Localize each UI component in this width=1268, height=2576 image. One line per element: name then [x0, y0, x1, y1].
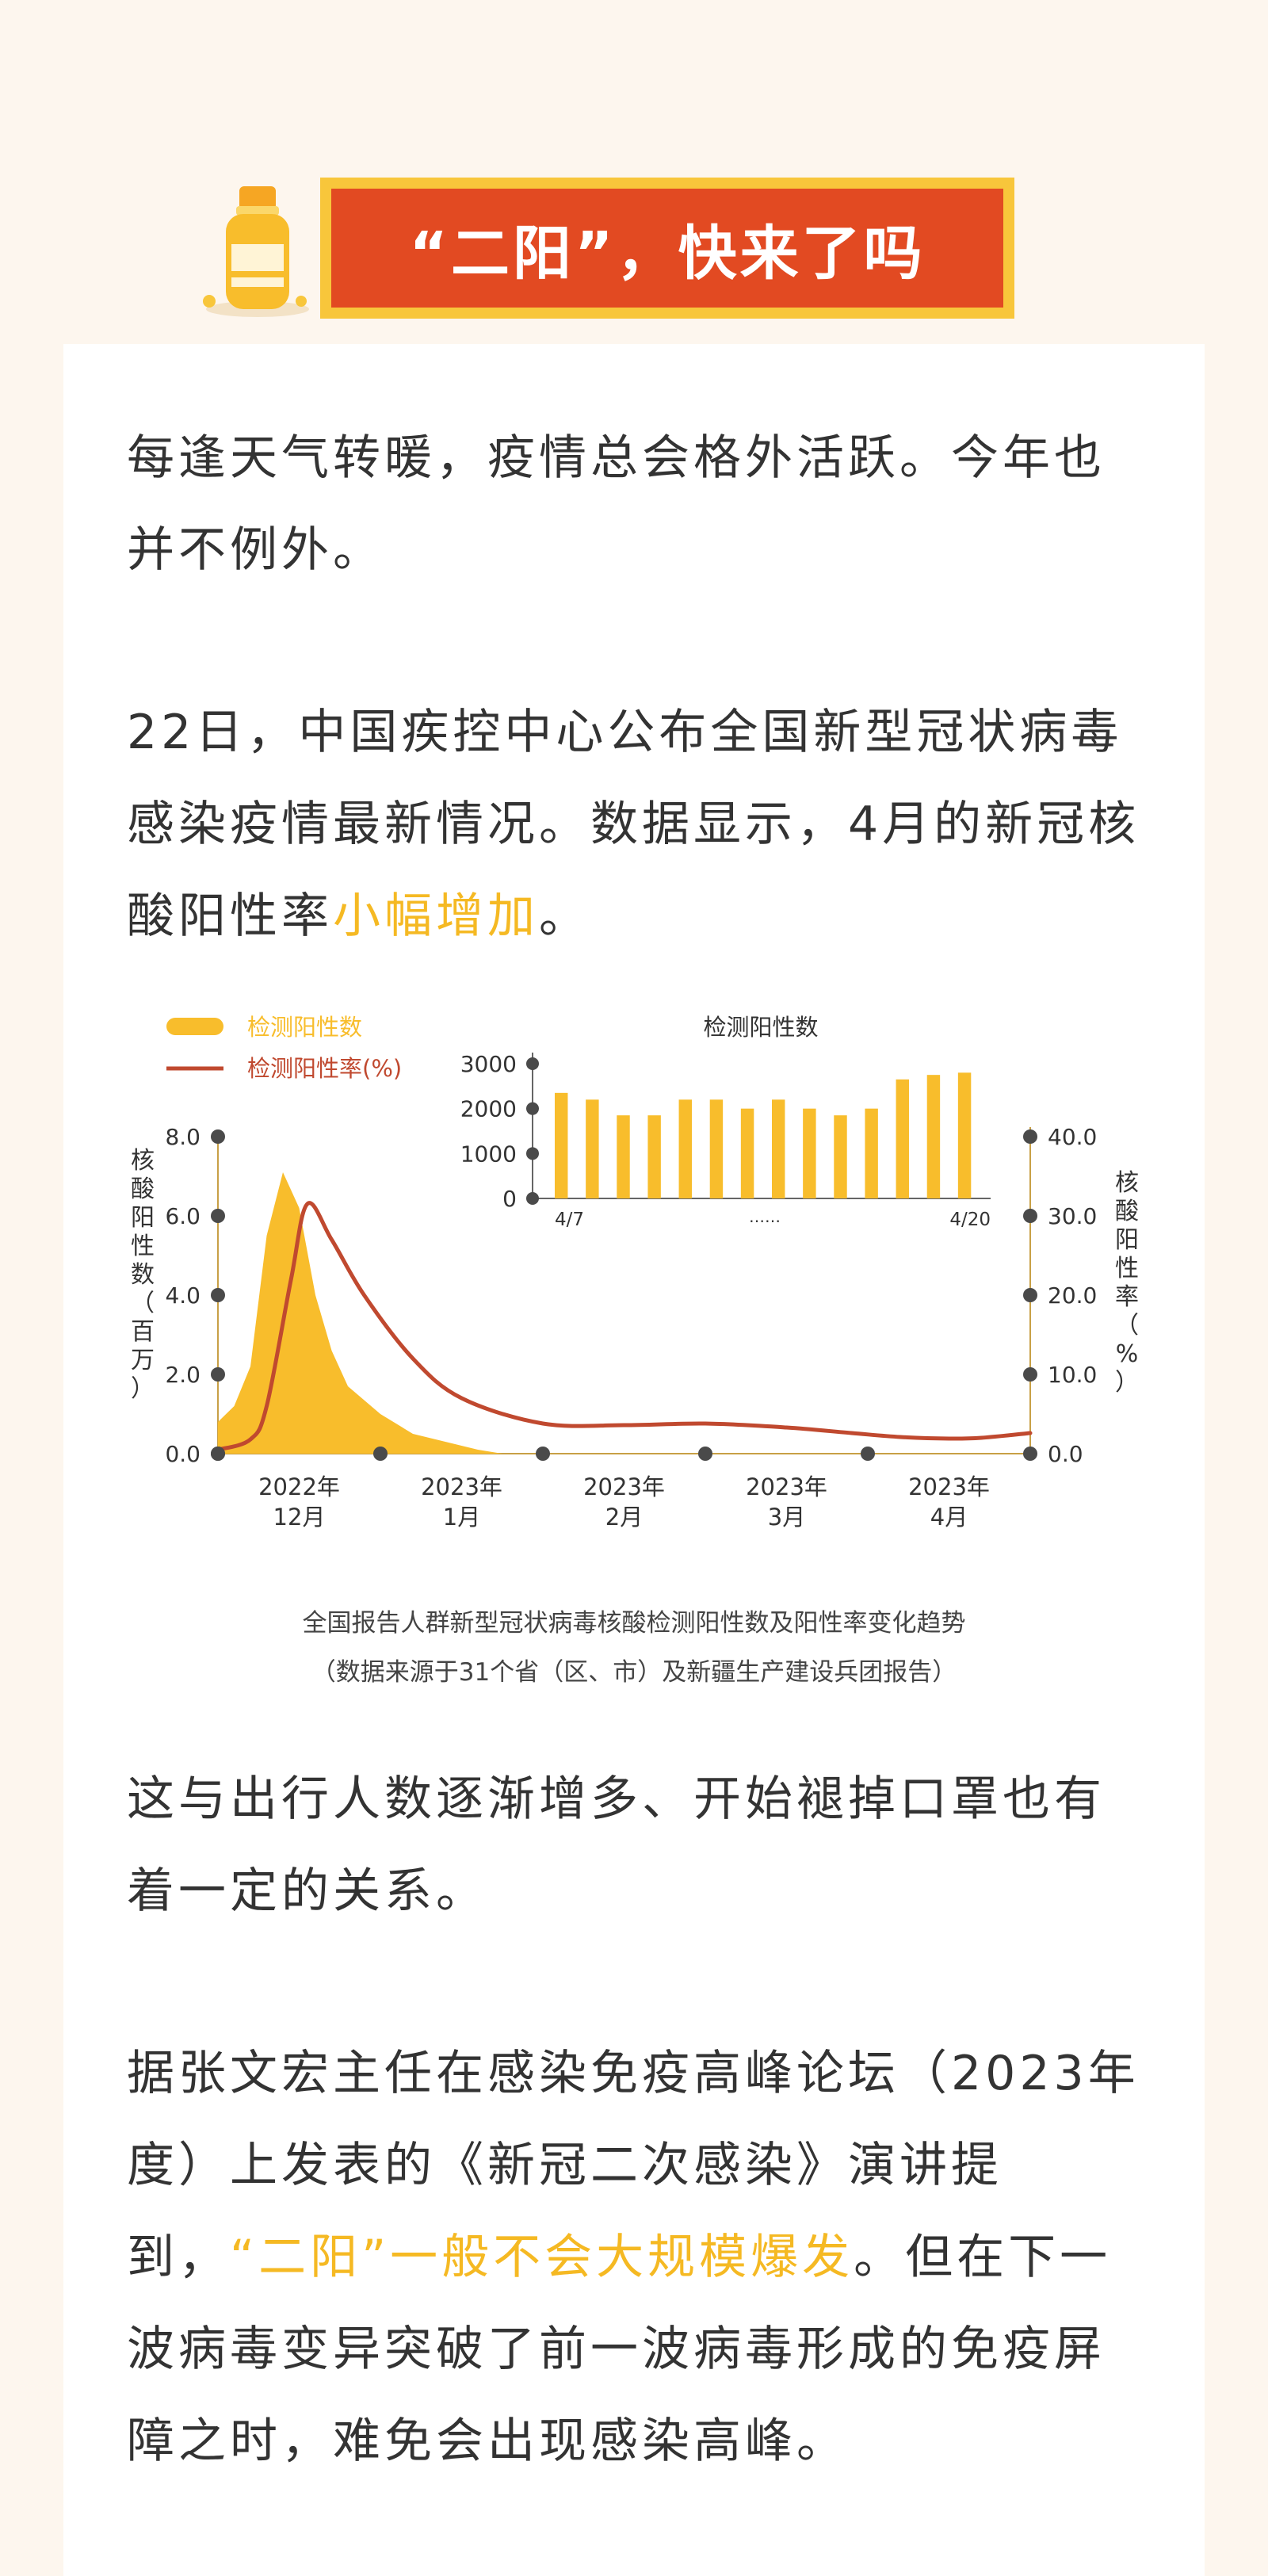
inset-bar	[647, 1115, 661, 1198]
right-tick-label: 10.0	[1048, 1362, 1097, 1388]
inset-y-tick-label: 1000	[460, 1141, 517, 1167]
inset-y-tick-dot	[526, 1057, 539, 1070]
chart-caption-source: （数据来源于31个省（区、市）及新疆生产建设兵团报告）	[311, 1658, 957, 1687]
right-tick-dot	[1023, 1209, 1037, 1223]
inset-bar	[586, 1099, 599, 1198]
left-tick-dot	[211, 1288, 225, 1302]
inset-bar	[834, 1115, 847, 1198]
x-tick-dot	[861, 1447, 875, 1461]
article-card: 每逢天气转暖，疫情总会格外活跃。今年也并不例外。 22日，中国疾控中心公布全国新…	[63, 344, 1205, 2576]
x-tick-label-month: 12月	[273, 1504, 326, 1531]
inset-bar	[926, 1075, 941, 1198]
paragraph-1: 每逢天气转暖，疫情总会格外活跃。今年也并不例外。	[127, 412, 1141, 596]
x-tick-dot	[373, 1447, 388, 1461]
paragraph-2-text: 22日，中国疾控中心公布全国新型冠状病毒感染疫情最新情况。数据显示，4月的新冠核…	[127, 705, 1140, 944]
title-banner: “二阳”，快来了吗	[320, 178, 1014, 319]
medicine-bottle-icon	[203, 186, 309, 317]
right-tick-label: 0.0	[1048, 1441, 1083, 1467]
inset-y-tick-label: 3000	[460, 1051, 517, 1077]
y-axis-left-label: 核酸阳性数（百万）	[131, 1147, 155, 1403]
inset-bar	[740, 1108, 754, 1198]
right-tick-dot	[1023, 1288, 1037, 1302]
inset-y-tick-dot	[526, 1147, 539, 1160]
inset-bar	[678, 1099, 693, 1198]
x-tick-dot	[1023, 1447, 1037, 1461]
legend-label-positive-count: 检测阳性数	[247, 1014, 362, 1041]
paragraph-2-end: 。	[539, 889, 590, 944]
paragraph-4: 据张文宏主任在感染免疫高峰论坛（2023年度）上发表的《新冠二次感染》演讲提到，…	[127, 2028, 1141, 2487]
x-tick-label-year: 2023年	[583, 1473, 665, 1500]
inset-y-tick-dot	[526, 1192, 539, 1205]
x-tick-label-month: 1月	[443, 1504, 480, 1531]
left-tick-label: 6.0	[165, 1203, 201, 1229]
right-tick-label: 40.0	[1048, 1124, 1097, 1150]
inset-x-label-end: 4/20	[949, 1210, 991, 1230]
inset-bar	[709, 1099, 724, 1198]
left-tick-label: 8.0	[165, 1124, 201, 1150]
inset-bar	[617, 1115, 630, 1198]
inset-bar	[957, 1072, 972, 1198]
inset-bar	[803, 1108, 816, 1198]
inset-y-tick-dot	[526, 1102, 539, 1115]
inset-x-label-ellipsis: ……	[749, 1207, 781, 1226]
inset-y-tick-label: 0	[502, 1186, 517, 1212]
inset-y-tick-label: 2000	[460, 1096, 517, 1122]
paragraph-4-highlight: “二阳”一般不会大规模爆发	[230, 2230, 854, 2285]
paragraph-2-highlight: 小幅增加	[333, 889, 539, 944]
inset-bar	[865, 1108, 878, 1198]
inset-bar	[772, 1099, 785, 1198]
paragraph-4-end: 。但在下一波病毒变异突破了前一波病毒形成的免疫屏障之时，难免会出现感染高峰。	[127, 2230, 1112, 2469]
left-tick-dot	[211, 1129, 225, 1144]
left-tick-dot	[211, 1367, 225, 1382]
left-tick-dot	[211, 1209, 225, 1223]
header: “二阳”，快来了吗	[0, 0, 1268, 349]
y-axis-right-label: 核酸阳性率（%）	[1115, 1169, 1139, 1397]
inset-bar	[896, 1079, 910, 1198]
x-tick-label-month: 3月	[768, 1504, 805, 1531]
paragraph-3-text: 这与出行人数逐渐增多、开始褪掉口罩也有着一定的关系。	[127, 1771, 1106, 1919]
series-line-positive-rate	[216, 1201, 1033, 1452]
paragraph-2: 22日，中国疾控中心公布全国新型冠状病毒感染疫情最新情况。数据显示，4月的新冠核…	[127, 686, 1141, 962]
chart-figure: 0.0 2.0 4.0 6.0 8.0 0.0 10.0 20.0 30.0 40.0 2022年 1…	[127, 1002, 1141, 1699]
left-tick-label: 2.0	[165, 1362, 201, 1388]
legend-label-positive-rate: 检测阳性率(%)	[247, 1055, 402, 1082]
chart-svg: 0.0 2.0 4.0 6.0 8.0 0.0 10.0 20.0 30.0 40.0 2022年 1…	[131, 1014, 1139, 1531]
left-tick-label: 0.0	[165, 1441, 201, 1467]
inset-chart-title: 检测阳性数	[703, 1014, 818, 1041]
right-tick-dot	[1023, 1367, 1037, 1382]
right-tick-label: 20.0	[1048, 1282, 1097, 1309]
x-tick-label-month: 4月	[930, 1504, 968, 1531]
x-tick-dot	[536, 1447, 550, 1461]
paragraph-4-text: 据张文宏主任在感染免疫高峰论坛（2023年度）上发表的《新冠二次感染》演讲提到，	[127, 2046, 1140, 2285]
right-tick-dot	[1023, 1129, 1037, 1144]
x-tick-dot	[698, 1447, 712, 1461]
series-area-positive-count	[218, 1172, 502, 1454]
chart-caption-title: 全国报告人群新型冠状病毒核酸检测阳性数及阳性率变化趋势	[302, 1609, 966, 1638]
x-tick-label-year: 2022年	[258, 1473, 340, 1500]
inset-bar	[555, 1092, 568, 1198]
page-title: “二阳”，快来了吗	[331, 189, 1003, 308]
x-tick-label-year: 2023年	[746, 1473, 827, 1500]
legend-swatch-positive-count	[166, 1018, 223, 1035]
paragraph-3: 这与出行人数逐渐增多、开始褪掉口罩也有着一定的关系。	[127, 1753, 1141, 1937]
inset-x-label-start: 4/7	[555, 1210, 584, 1230]
x-tick-dot	[211, 1447, 225, 1461]
right-tick-label: 30.0	[1048, 1203, 1097, 1229]
paragraph-1-text: 每逢天气转暖，疫情总会格外活跃。今年也并不例外。	[127, 430, 1106, 578]
x-tick-label-year: 2023年	[421, 1473, 502, 1500]
left-tick-label: 4.0	[165, 1282, 201, 1309]
x-tick-label-year: 2023年	[908, 1473, 990, 1500]
x-tick-label-month: 2月	[605, 1504, 643, 1531]
